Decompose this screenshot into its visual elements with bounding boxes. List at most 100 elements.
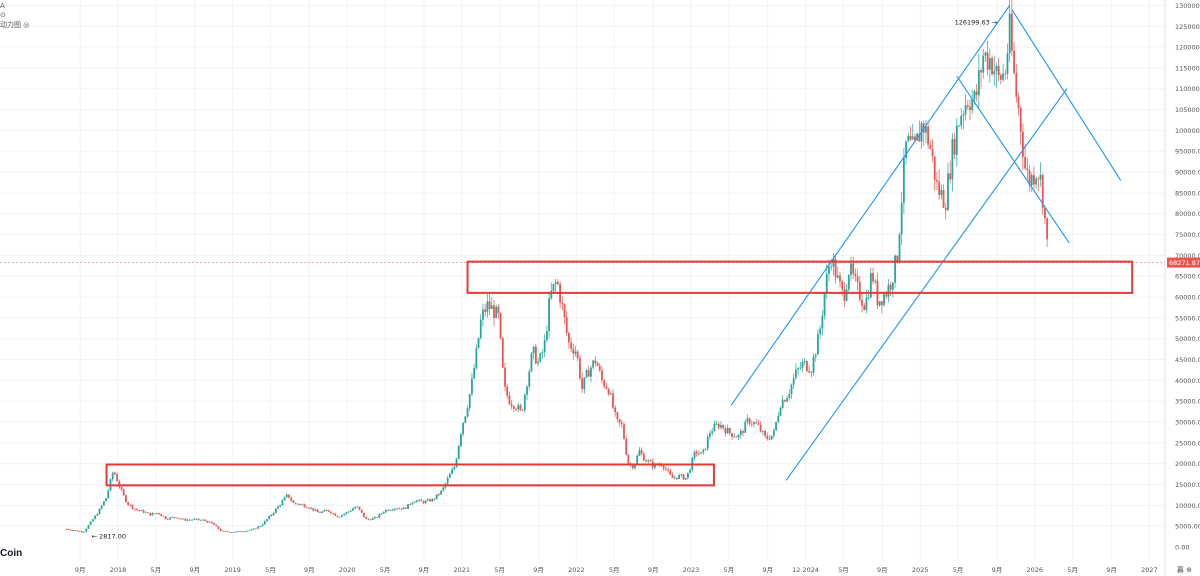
x-tick-label: 2018 xyxy=(110,566,127,574)
candle-body xyxy=(462,422,465,434)
price-tag-bg xyxy=(1167,257,1200,268)
candle-body xyxy=(858,281,861,300)
candle-body xyxy=(1028,169,1031,185)
candle-body xyxy=(885,294,888,297)
candle-body xyxy=(393,508,396,510)
candle-body xyxy=(252,528,255,530)
candle-body xyxy=(828,266,830,274)
candle-body xyxy=(296,503,299,505)
y-tick-label: 30000.00 xyxy=(1175,419,1200,427)
candle-body xyxy=(270,514,273,517)
candle-body xyxy=(272,512,275,515)
candle-body xyxy=(700,452,703,454)
candle-body xyxy=(376,517,379,518)
candle-body xyxy=(733,436,736,438)
y-tick-label: 10000.00 xyxy=(1175,502,1200,510)
y-tick-label: 110000.00 xyxy=(1175,85,1200,93)
candle-body xyxy=(590,367,592,377)
candle-body xyxy=(863,305,866,310)
y-tick-label: 5000.00 xyxy=(1175,523,1200,531)
candle-body xyxy=(587,370,590,377)
candle-body xyxy=(986,52,989,70)
candle-body xyxy=(426,499,429,501)
candle-body xyxy=(347,511,350,513)
candle-body xyxy=(909,135,912,140)
candle-body xyxy=(960,115,963,126)
candle-body xyxy=(764,431,766,436)
candle-body xyxy=(905,141,907,158)
candle-body xyxy=(1046,218,1049,240)
candle-body xyxy=(709,433,711,437)
candle-body xyxy=(953,138,956,155)
x-tick-label: 2023 xyxy=(683,566,700,574)
y-tick-label: 0.00 xyxy=(1175,544,1189,552)
candle-body xyxy=(281,500,284,505)
candle-body xyxy=(995,65,998,72)
candle-body xyxy=(448,473,451,478)
candle-body xyxy=(757,423,760,425)
candle-body xyxy=(136,509,138,511)
y-tick-label: 55000.00 xyxy=(1175,314,1200,322)
candle-body xyxy=(411,502,414,505)
candle-body xyxy=(539,353,542,362)
candle-body xyxy=(147,512,149,514)
candle-body xyxy=(768,438,771,440)
candle-body xyxy=(675,477,678,479)
candle-body xyxy=(279,504,282,507)
candle-body xyxy=(880,301,883,306)
candle-body xyxy=(720,424,722,428)
candle-body xyxy=(129,504,132,506)
candle-body xyxy=(825,273,828,294)
candle-body xyxy=(261,524,264,527)
candle-body xyxy=(900,203,903,235)
candle-body xyxy=(581,378,584,390)
candle-body xyxy=(616,412,619,420)
candle-body xyxy=(460,433,462,446)
x-tick-label: 2020 xyxy=(339,566,356,574)
candle-body xyxy=(100,505,103,509)
candle-body xyxy=(94,515,96,520)
grid-layer xyxy=(0,0,1165,560)
candle-body xyxy=(151,513,154,516)
x-tick-label: 5月 xyxy=(380,566,391,574)
candle-body xyxy=(257,526,260,529)
candle-body xyxy=(914,136,916,141)
candle-body xyxy=(519,405,522,410)
candle-body xyxy=(177,518,180,520)
candle-body xyxy=(722,424,725,429)
candle-body xyxy=(288,494,290,498)
candle-body xyxy=(493,305,495,318)
candle-body xyxy=(594,360,597,364)
candle-body xyxy=(528,371,531,387)
candle-body xyxy=(682,474,685,480)
candle-body xyxy=(274,508,277,513)
candle-body xyxy=(162,515,165,517)
candle-body xyxy=(973,91,976,100)
corner-settings[interactable]: 暮 ⊕ xyxy=(1176,566,1192,574)
candle-body xyxy=(731,433,733,437)
candle-body xyxy=(475,347,478,368)
candle-body xyxy=(817,334,819,355)
candle-body xyxy=(814,354,817,357)
candle-body xyxy=(307,507,310,509)
channel-line xyxy=(785,88,1068,481)
candle-body xyxy=(845,289,848,301)
y-tick-label: 75000.00 xyxy=(1175,231,1200,239)
candle-body xyxy=(451,469,454,474)
candle-body xyxy=(164,516,167,520)
candle-body xyxy=(440,490,442,495)
x-tick-label: 2021 xyxy=(454,566,471,574)
y-tick-label: 125000.00 xyxy=(1175,23,1200,31)
candle-body xyxy=(883,294,885,306)
candle-body xyxy=(933,156,936,180)
candle-body xyxy=(349,510,352,512)
candle-body xyxy=(420,499,423,502)
candle-body xyxy=(867,297,870,299)
axes-layer: 5000.00 10000.00 15000.00 20000.00 25000.00 3… xyxy=(75,0,1200,576)
candle-body xyxy=(548,298,550,331)
x-tick-label: 2026 xyxy=(1027,566,1044,574)
candle-body xyxy=(490,305,493,309)
candle-body xyxy=(504,367,506,387)
